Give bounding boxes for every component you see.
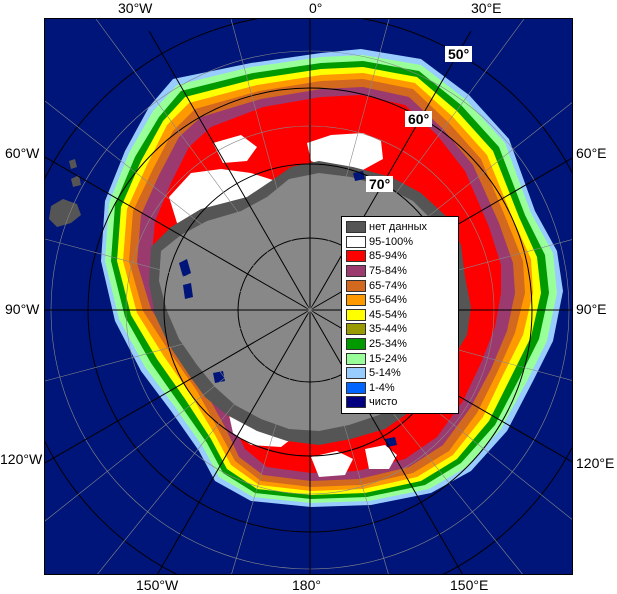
legend-swatch bbox=[346, 221, 366, 234]
legend-rows: нет данных 95-100% 85-94% 75-84% 65-74% 55-64… bbox=[346, 220, 454, 410]
legend-label: нет данных bbox=[369, 221, 428, 234]
legend-label: 45-54% bbox=[369, 308, 407, 321]
legend-item: 75-84% bbox=[346, 264, 454, 279]
map-view[interactable]: 50° 60° 70° bbox=[44, 18, 573, 575]
legend-swatch bbox=[346, 250, 366, 263]
lat-label-60: 60° bbox=[405, 111, 433, 127]
map-canvas bbox=[45, 19, 572, 574]
legend-item: 35-44% bbox=[346, 322, 454, 337]
legend-label: 65-74% bbox=[369, 279, 407, 292]
legend-label: 85-94% bbox=[369, 250, 407, 263]
lon-label-150w: 150°W bbox=[136, 577, 179, 593]
lon-label-0: 0° bbox=[309, 0, 323, 16]
lon-label-90w: 90°W bbox=[5, 301, 40, 317]
legend-label: 15-24% bbox=[369, 352, 407, 365]
legend-swatch bbox=[346, 279, 366, 292]
legend-swatch bbox=[346, 338, 366, 351]
lat-label-70: 70° bbox=[366, 176, 394, 192]
legend-swatch bbox=[346, 381, 366, 394]
lon-label-90e: 90°E bbox=[576, 301, 607, 317]
legend-swatch bbox=[346, 352, 366, 365]
lat-label-50: 50° bbox=[445, 46, 473, 62]
legend-item: 15-24% bbox=[346, 351, 454, 366]
legend-swatch bbox=[346, 265, 366, 278]
legend-label: чисто bbox=[369, 396, 398, 409]
legend-label: 75-84% bbox=[369, 265, 407, 278]
legend-label: 25-34% bbox=[369, 338, 407, 351]
legend-item: 55-64% bbox=[346, 293, 454, 308]
lon-label-60w: 60°W bbox=[5, 145, 40, 161]
legend-swatch bbox=[346, 308, 366, 321]
legend-item: 95-100% bbox=[346, 235, 454, 250]
legend-item: 25-34% bbox=[346, 337, 454, 352]
legend-swatch bbox=[346, 235, 366, 248]
legend-item: 85-94% bbox=[346, 249, 454, 264]
lon-label-120w: 120°W bbox=[0, 451, 43, 467]
legend-swatch bbox=[346, 294, 366, 307]
ice-concentration-legend: нет данных 95-100% 85-94% 75-84% 65-74% 55-64… bbox=[341, 216, 459, 414]
legend-swatch bbox=[346, 396, 366, 409]
lon-label-30w: 30°W bbox=[118, 0, 153, 16]
lon-label-120e: 120°E bbox=[576, 455, 615, 471]
legend-item: 45-54% bbox=[346, 308, 454, 323]
legend-label: 95-100% bbox=[369, 235, 414, 248]
legend-swatch bbox=[346, 323, 366, 336]
legend-item: 65-74% bbox=[346, 278, 454, 293]
lon-label-60e: 60°E bbox=[576, 145, 607, 161]
legend-label: 1-4% bbox=[369, 381, 395, 394]
lon-label-150e: 150°E bbox=[450, 577, 489, 593]
lon-label-180: 180° bbox=[292, 577, 321, 593]
legend-label: 35-44% bbox=[369, 323, 407, 336]
legend-item: нет данных bbox=[346, 220, 454, 235]
lon-label-30e: 30°E bbox=[471, 0, 502, 16]
legend-item: чисто bbox=[346, 395, 454, 410]
legend-swatch bbox=[346, 367, 366, 380]
legend-item: 5-14% bbox=[346, 366, 454, 381]
legend-item: 1-4% bbox=[346, 381, 454, 396]
legend-label: 55-64% bbox=[369, 294, 407, 307]
legend-label: 5-14% bbox=[369, 367, 401, 380]
